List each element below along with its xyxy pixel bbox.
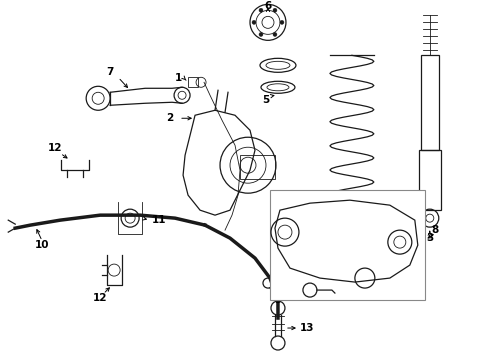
Text: 10: 10 [35,240,49,250]
Bar [240,155,275,179]
Circle shape [280,21,284,24]
Circle shape [252,21,256,24]
Bar [419,150,441,210]
Text: 2: 2 [167,113,173,123]
Text: 12: 12 [48,143,62,153]
Text: 7: 7 [106,67,114,77]
Bar [188,77,198,87]
Text: 13: 13 [300,323,315,333]
Text: 4: 4 [331,213,339,223]
Bar [270,190,425,300]
Circle shape [273,8,277,12]
Text: 5: 5 [262,95,270,105]
Circle shape [259,32,263,36]
Bar [421,55,439,150]
Text: 8: 8 [432,225,439,235]
Text: 6: 6 [264,1,271,12]
Circle shape [259,8,263,12]
Text: 9: 9 [274,295,282,305]
Text: 12: 12 [93,293,107,303]
Circle shape [273,32,277,36]
Text: 3: 3 [426,233,434,243]
Text: 11: 11 [152,215,167,225]
Text: 1: 1 [174,73,182,83]
